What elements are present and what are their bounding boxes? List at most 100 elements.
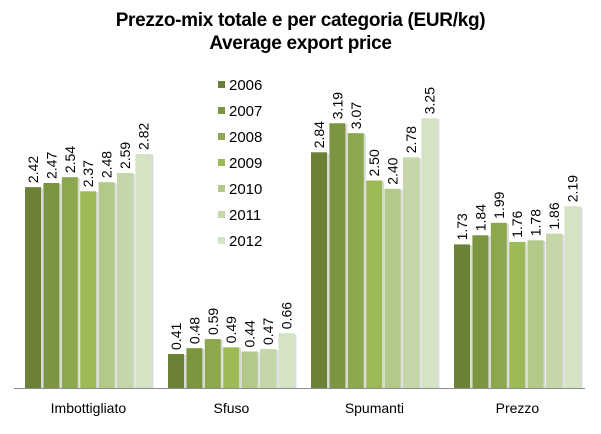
bar-2008-sfuso: [204, 339, 221, 388]
legend-label: 2006: [229, 77, 262, 94]
data-label: 1.84: [472, 204, 488, 231]
bar-2011-sfuso: [260, 348, 276, 388]
data-label: 1.76: [509, 210, 525, 237]
data-label: 0.41: [168, 323, 184, 350]
data-label: 2.40: [385, 157, 401, 184]
data-label: 0.49: [223, 316, 239, 343]
bar-shadow: [488, 236, 491, 388]
bar-shadow: [294, 334, 297, 388]
bar-shadow: [382, 181, 385, 388]
bar-2006-spumanti: [311, 152, 327, 388]
data-label: 2.48: [99, 151, 115, 178]
data-label: 1.73: [454, 213, 470, 240]
bar-2006-imbottigliato: [25, 187, 41, 388]
data-label: 0.48: [186, 317, 202, 344]
bar-shadow: [257, 352, 260, 388]
legend-label: 2008: [229, 129, 262, 146]
data-label: 3.25: [421, 87, 437, 114]
x-tick-label: Imbottigliato: [51, 400, 127, 416]
data-label: 0.66: [278, 302, 294, 329]
bar-shadow: [580, 207, 583, 388]
bar-2010-imbottigliato: [98, 182, 115, 388]
chart-title: Prezzo-mix totale e per categoria (EUR/k…: [115, 10, 486, 31]
bar-shadow: [345, 124, 348, 388]
bar-shadow: [437, 119, 440, 388]
legend-swatch: [218, 237, 225, 244]
chart-subtitle: Average export price: [209, 33, 392, 54]
bar-2011-imbottigliato: [117, 173, 133, 388]
bar-2008-spumanti: [347, 133, 364, 388]
legend-swatch: [218, 159, 225, 166]
bar-shadow: [239, 348, 242, 388]
bar-shadow: [220, 340, 223, 388]
bar-shadow: [59, 183, 62, 388]
data-label: 3.19: [329, 92, 345, 119]
bar-2007-spumanti: [329, 123, 346, 388]
data-label: 2.19: [564, 175, 580, 202]
bar-2009-sfuso: [223, 347, 240, 388]
bar-2007-imbottigliato: [43, 182, 60, 388]
data-label: 2.47: [43, 152, 59, 179]
bar-2010-sfuso: [241, 351, 258, 388]
bar-shadow: [184, 354, 186, 388]
bar-2011-spumanti: [403, 157, 419, 388]
data-label: 2.59: [117, 142, 133, 169]
data-label: 0.44: [242, 320, 258, 347]
bar-2012-imbottigliato: [135, 153, 152, 388]
bar-2010-spumanti: [384, 188, 401, 388]
bar-2009-spumanti: [366, 180, 383, 388]
bar-shadow: [562, 234, 564, 388]
data-label: 2.54: [62, 146, 78, 173]
bar-shadow: [96, 192, 99, 388]
legend-swatch: [218, 81, 225, 88]
data-label: 2.50: [366, 149, 382, 176]
legend-label: 2012: [229, 233, 262, 250]
bar-2008-imbottigliato: [61, 177, 78, 388]
bar-2012-spumanti: [421, 118, 438, 388]
bar-shadow: [327, 153, 329, 388]
bar-shadow: [419, 158, 421, 388]
bar-2008-prezzo: [490, 222, 507, 388]
bar-2011-prezzo: [546, 233, 562, 388]
data-label: 2.82: [135, 122, 151, 149]
bar-2009-prezzo: [509, 241, 526, 388]
data-label: 2.78: [403, 126, 419, 153]
legend-swatch: [218, 133, 225, 140]
bar-shadow: [543, 241, 546, 388]
bar-2006-sfuso: [168, 353, 184, 388]
x-tick-label: Spumanti: [345, 400, 404, 416]
legend-swatch: [218, 185, 225, 192]
bar-shadow: [506, 223, 509, 388]
bar-shadow: [202, 349, 205, 388]
bar-shadow: [363, 134, 366, 388]
bar-shadow: [114, 183, 117, 388]
bar-shadow: [77, 178, 80, 388]
legend-label: 2010: [229, 181, 262, 198]
bar-2006-prezzo: [454, 244, 470, 388]
legend-label: 2007: [229, 103, 262, 120]
bar-shadow: [276, 349, 278, 388]
data-label: 0.59: [205, 308, 221, 335]
bar-2007-prezzo: [472, 235, 489, 388]
legend-label: 2011: [229, 207, 261, 224]
bar-2012-sfuso: [278, 333, 295, 388]
bar-shadow: [151, 154, 154, 388]
bar-shadow: [41, 188, 43, 388]
data-label: 1.86: [546, 202, 562, 229]
bar-2009-imbottigliato: [80, 191, 97, 388]
x-tick-label: Sfuso: [213, 400, 249, 416]
bar-2010-prezzo: [527, 240, 544, 388]
bar-2012-prezzo: [564, 206, 581, 388]
data-label: 0.47: [260, 318, 276, 345]
data-label: 1.99: [491, 191, 507, 218]
data-label: 3.07: [348, 102, 364, 129]
legend-swatch: [218, 107, 225, 114]
data-label: 1.78: [528, 209, 544, 236]
bar-shadow: [525, 242, 528, 388]
bar-2007-sfuso: [186, 348, 203, 388]
legend-label: 2009: [229, 155, 262, 172]
data-label: 2.84: [311, 121, 327, 148]
bar-shadow: [470, 245, 472, 388]
bar-shadow: [133, 174, 135, 388]
